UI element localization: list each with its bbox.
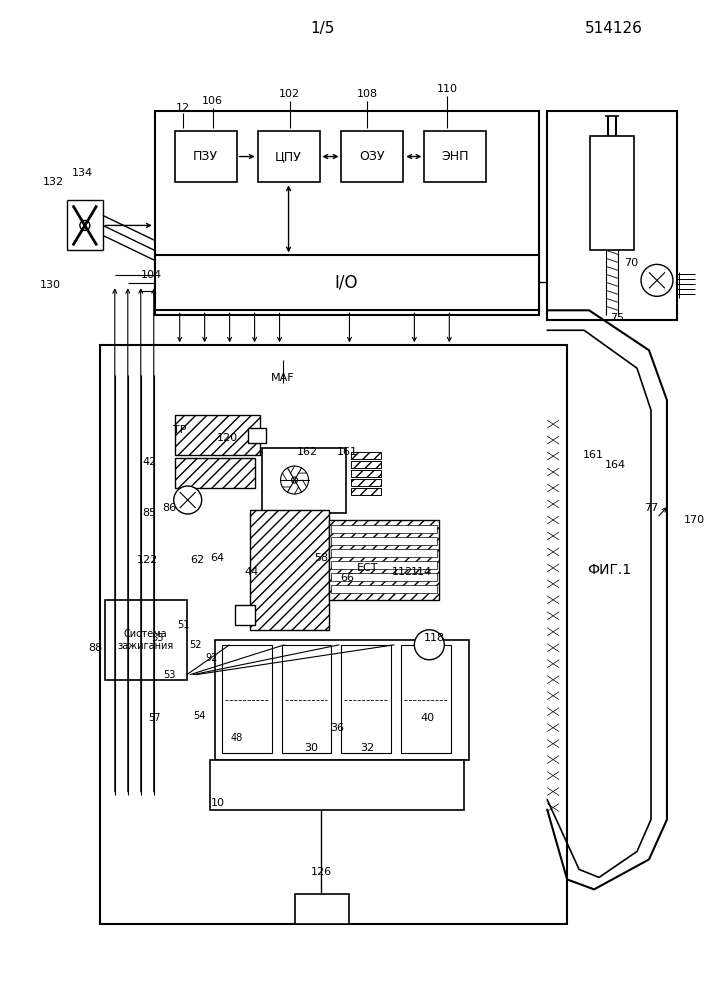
Bar [235, 605, 255, 625]
Text: ECT: ECT [357, 563, 378, 573]
Bar [331, 537, 437, 545]
Text: 126: 126 [311, 867, 332, 877]
Text: 120: 120 [217, 433, 238, 443]
Text: 112: 112 [392, 567, 413, 577]
Text: ПЗУ: ПЗУ [193, 150, 218, 163]
Circle shape [173, 486, 202, 514]
Bar [331, 573, 437, 581]
Bar [352, 488, 381, 495]
Text: 122: 122 [137, 555, 159, 565]
Text: 30: 30 [305, 743, 319, 753]
Bar [262, 448, 346, 513]
Text: ЭНП: ЭНП [441, 150, 469, 163]
Bar [329, 520, 439, 600]
Text: 48: 48 [231, 733, 243, 743]
Bar [352, 479, 381, 486]
Text: 36: 36 [331, 723, 345, 733]
Bar [221, 645, 271, 753]
Text: 514126: 514126 [585, 21, 643, 36]
Bar [331, 561, 437, 569]
Bar [331, 549, 437, 557]
Bar [257, 131, 319, 182]
Text: 52: 52 [190, 640, 202, 650]
Text: 86: 86 [163, 503, 177, 513]
Text: 110: 110 [437, 84, 458, 94]
Text: 44: 44 [245, 567, 259, 577]
Text: 66: 66 [341, 573, 355, 583]
Text: 170: 170 [683, 515, 704, 525]
Text: 55: 55 [152, 633, 164, 643]
Text: 104: 104 [141, 270, 162, 280]
Text: 57: 57 [149, 713, 161, 723]
Bar [341, 645, 391, 753]
Text: 106: 106 [202, 96, 223, 106]
Bar [175, 458, 255, 488]
Bar [401, 645, 451, 753]
Bar [547, 111, 677, 320]
Bar [281, 645, 331, 753]
Text: 53: 53 [164, 670, 176, 680]
Bar [247, 428, 266, 443]
Bar [209, 760, 465, 810]
Bar [352, 470, 381, 477]
Text: Система
зажигания: Система зажигания [118, 629, 174, 651]
Text: 58: 58 [314, 553, 329, 563]
Text: 1/5: 1/5 [310, 21, 335, 36]
Text: 62: 62 [190, 555, 204, 565]
Bar [250, 510, 329, 630]
Text: ФИГ.1: ФИГ.1 [587, 563, 631, 577]
Text: 75: 75 [610, 313, 624, 323]
Text: TP: TP [173, 425, 186, 435]
Bar [100, 345, 567, 924]
Text: 10: 10 [211, 798, 225, 808]
Text: 54: 54 [193, 711, 206, 721]
Circle shape [80, 220, 90, 230]
Text: 161: 161 [337, 447, 358, 457]
Circle shape [641, 264, 673, 296]
Text: 164: 164 [604, 460, 625, 470]
Text: MAF: MAF [271, 373, 295, 383]
Text: 114: 114 [411, 567, 432, 577]
Text: 102: 102 [279, 89, 300, 99]
Text: I/O: I/O [335, 273, 358, 291]
Circle shape [292, 477, 298, 483]
Bar [352, 452, 381, 459]
Text: 51: 51 [178, 620, 190, 630]
Circle shape [415, 630, 444, 660]
Text: 134: 134 [73, 168, 94, 178]
Text: 88: 88 [89, 643, 103, 653]
Bar [155, 255, 539, 310]
Bar [331, 585, 437, 593]
Text: ОЗУ: ОЗУ [360, 150, 385, 163]
Bar [295, 894, 350, 924]
Text: 108: 108 [357, 89, 378, 99]
Bar [214, 640, 470, 760]
Bar [175, 415, 259, 455]
Bar [341, 131, 403, 182]
Text: 77: 77 [644, 503, 658, 513]
Bar [352, 461, 381, 468]
Bar [155, 111, 539, 315]
Text: 40: 40 [420, 713, 434, 723]
Text: 92: 92 [205, 653, 218, 663]
Text: ЦПУ: ЦПУ [275, 150, 302, 163]
Bar [175, 131, 237, 182]
Text: 64: 64 [211, 553, 225, 563]
Text: 85: 85 [142, 508, 157, 518]
Text: 161: 161 [582, 450, 603, 460]
Bar [590, 136, 634, 250]
Bar [105, 600, 187, 680]
Text: 132: 132 [42, 177, 63, 187]
Text: 42: 42 [142, 457, 157, 467]
Text: 32: 32 [360, 743, 374, 753]
Text: 70: 70 [624, 258, 638, 268]
Text: 12: 12 [176, 103, 190, 113]
Bar [331, 525, 437, 533]
Text: 118: 118 [424, 633, 445, 643]
Text: 130: 130 [39, 280, 61, 290]
Text: 162: 162 [297, 447, 318, 457]
Bar [424, 131, 486, 182]
